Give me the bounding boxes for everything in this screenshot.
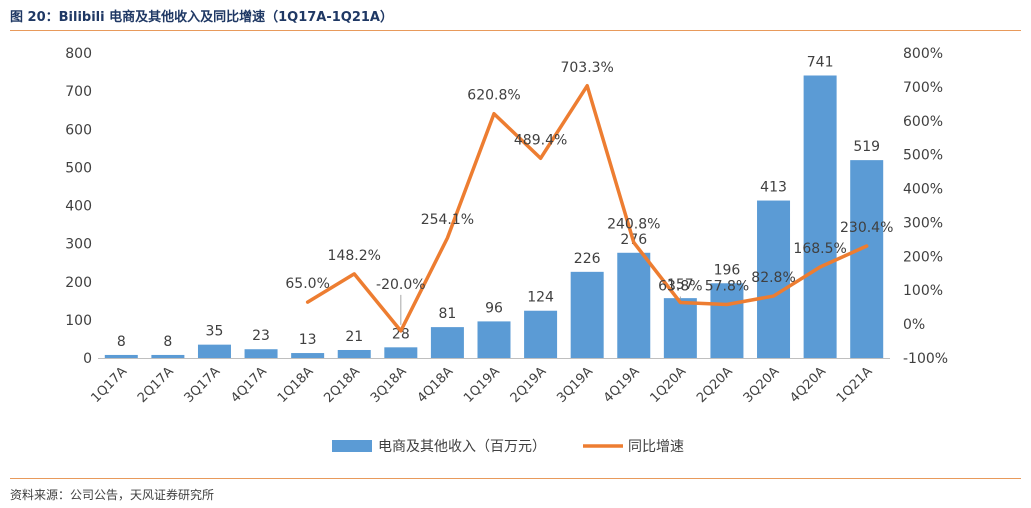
x-tick-label: 4Q18A — [415, 364, 457, 406]
x-tick-label: 4Q20A — [787, 364, 829, 406]
line-data-labels: 65.0% 148.2% -20.0% 254.1% 620.8% 489.4% 703.3… — [285, 60, 893, 325]
bar — [570, 271, 604, 358]
bar — [803, 75, 837, 359]
left-tick-label: 500 — [65, 160, 92, 176]
x-tick-label: 1Q18A — [275, 364, 317, 406]
legend: 电商及其他收入（百万元） 同比增速 — [332, 439, 684, 455]
bar-value-label: 81 — [438, 306, 456, 322]
bar-value-label: 157 — [667, 277, 694, 293]
left-axis: 0 100 200 300 400 500 600 700 800 — [65, 46, 92, 367]
bar — [291, 353, 325, 358]
left-tick-label: 200 — [65, 275, 92, 291]
right-tick-label: 500% — [903, 148, 943, 164]
line-series — [305, 84, 869, 333]
bar — [337, 349, 371, 358]
right-axis: -100% 0% 100% 200% 300% 400% 500% 600% 700% 800% — [903, 46, 948, 367]
right-tick-label: -100% — [903, 351, 948, 367]
bar — [104, 354, 138, 358]
bar — [151, 354, 185, 358]
line-value-label: 620.8% — [467, 88, 520, 104]
bar-value-label: 519 — [853, 139, 880, 155]
chart-title: 图 20：Bilibili 电商及其他收入及同比增速（1Q17A-1Q21A） — [10, 10, 393, 25]
x-tick-label: 2Q18A — [321, 364, 363, 406]
left-tick-label: 600 — [65, 122, 92, 138]
bar-value-label: 741 — [807, 54, 834, 70]
bar — [663, 298, 697, 358]
bar-value-label: 96 — [485, 300, 503, 316]
x-tick-label: 2Q19A — [508, 364, 550, 406]
line-value-label: 240.8% — [607, 217, 660, 233]
x-tick-label: 3Q20A — [741, 364, 783, 406]
bar — [197, 344, 231, 358]
x-tick-label: 2Q20A — [694, 364, 736, 406]
bar — [850, 160, 884, 358]
x-tick-label: 3Q17A — [182, 364, 224, 406]
bar-value-label: 196 — [714, 262, 741, 278]
legend-line-label: 同比增速 — [628, 439, 684, 455]
line-value-label: 57.8% — [705, 279, 749, 295]
right-tick-label: 100% — [903, 283, 943, 299]
left-tick-label: 0 — [83, 351, 92, 367]
bar — [384, 347, 418, 358]
x-tick-label: 3Q18A — [368, 364, 410, 406]
top-divider — [10, 30, 1021, 31]
bottom-divider — [10, 478, 1021, 479]
right-tick-label: 400% — [903, 182, 943, 198]
left-tick-label: 400 — [65, 199, 92, 215]
x-tick-label: 1Q17A — [88, 364, 130, 406]
line-value-label: 703.3% — [560, 60, 613, 76]
bar-value-label: 35 — [206, 324, 224, 340]
line-value-label: 230.4% — [840, 220, 893, 236]
right-tick-label: 600% — [903, 114, 943, 130]
right-tick-label: 200% — [903, 249, 943, 265]
left-tick-label: 800 — [65, 46, 92, 62]
bar-value-label: 8 — [117, 334, 126, 350]
x-axis-ticks: 1Q17A 2Q17A 3Q17A 4Q17A 1Q18A 2Q18A 3Q18A 4Q18A… — [88, 364, 875, 406]
bar-value-label: 13 — [299, 332, 317, 348]
bar-value-label: 23 — [252, 328, 270, 344]
left-tick-label: 300 — [65, 237, 92, 253]
line-value-label: 254.1% — [421, 212, 474, 228]
x-tick-label: 4Q19A — [601, 364, 643, 406]
bar-series — [104, 75, 884, 359]
right-tick-label: 0% — [903, 317, 925, 333]
legend-bar-swatch — [332, 440, 372, 452]
line-value-label: 63.8% — [658, 278, 702, 294]
bar-value-label: 21 — [345, 329, 363, 345]
x-tick-label: 1Q21A — [834, 364, 876, 406]
legend-bar-label: 电商及其他收入（百万元） — [378, 439, 546, 455]
bar — [244, 349, 278, 358]
line-value-label: 489.4% — [514, 132, 567, 148]
right-tick-label: 800% — [903, 46, 943, 62]
bar — [757, 200, 791, 358]
line-value-label: 168.5% — [793, 241, 846, 257]
x-tick-label: 3Q19A — [554, 364, 596, 406]
bar-value-label: 28 — [392, 326, 410, 342]
x-tick-label: 2Q17A — [135, 364, 177, 406]
bar — [524, 310, 558, 358]
source-note: 资料来源：公司公告，天风证券研究所 — [10, 488, 215, 502]
right-tick-label: 300% — [903, 215, 943, 231]
line-value-label: 148.2% — [328, 248, 381, 264]
line-value-label: -20.0% — [376, 277, 426, 293]
x-tick-label: 1Q19A — [461, 364, 503, 406]
growth-line — [305, 84, 869, 333]
bar — [477, 321, 511, 358]
left-tick-label: 100 — [65, 313, 92, 329]
bar — [617, 252, 651, 358]
line-value-label: 82.8% — [751, 270, 795, 286]
bar-value-label: 8 — [163, 334, 172, 350]
bar-value-label: 413 — [760, 180, 787, 196]
bar-value-label: 226 — [574, 251, 601, 267]
right-tick-label: 700% — [903, 80, 943, 96]
bar-line-chart: 0 100 200 300 400 500 600 700 800 -100% 0% 100% 200… — [65, 46, 948, 455]
left-tick-label: 700 — [65, 84, 92, 100]
x-tick-label: 1Q20A — [647, 364, 689, 406]
x-tick-label: 4Q17A — [228, 364, 270, 406]
line-value-label: 65.0% — [285, 276, 329, 292]
bar — [710, 283, 744, 358]
bar — [430, 327, 464, 358]
bar-value-label: 124 — [527, 290, 554, 306]
